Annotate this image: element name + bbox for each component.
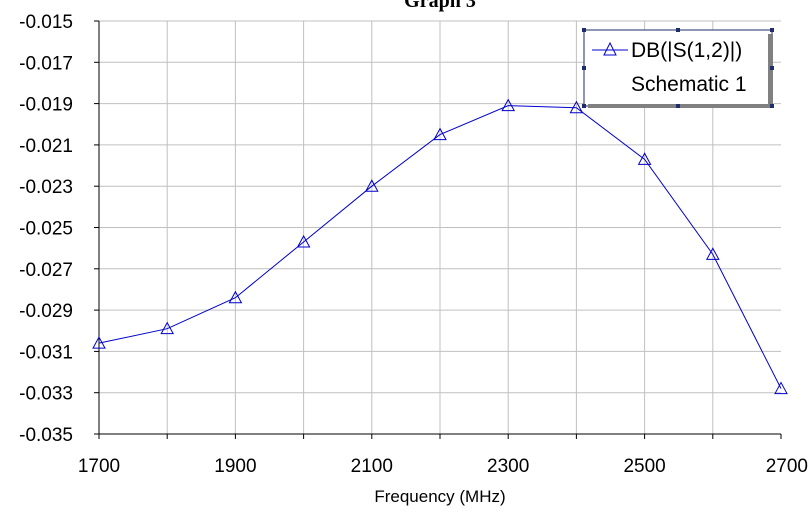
x-tick-label: 1900 xyxy=(214,456,256,477)
x-tick-label: 2300 xyxy=(487,456,529,477)
data-point-marker xyxy=(774,381,788,395)
label-layer: Graph 3 Frequency (MHz) -0.015 -0.017 -0.0… xyxy=(19,0,808,506)
legend-shadow-bottom xyxy=(588,104,773,108)
data-point-marker xyxy=(228,290,243,304)
x-tick-label: 1700 xyxy=(78,456,120,477)
y-tick-label: -0.023 xyxy=(19,177,73,198)
legend-resize-handle[interactable] xyxy=(582,28,586,32)
y-tick-label: -0.027 xyxy=(19,260,73,281)
data-point-marker xyxy=(569,100,584,114)
y-tick-label: -0.033 xyxy=(19,384,73,405)
legend-selection-handles[interactable] xyxy=(582,28,774,108)
y-tick-label: -0.029 xyxy=(19,301,73,322)
y-tick-label: -0.035 xyxy=(19,425,73,446)
data-point-marker xyxy=(160,321,175,335)
y-tick-label: -0.017 xyxy=(19,53,73,74)
data-point-marker xyxy=(637,152,652,165)
y-tick-label: -0.019 xyxy=(19,95,73,116)
y-tick-label: -0.021 xyxy=(19,136,73,157)
data-point-marker xyxy=(92,336,106,349)
data-point-marker xyxy=(705,247,720,260)
legend-resize-handle[interactable] xyxy=(770,28,774,32)
legend-resize-handle[interactable] xyxy=(770,66,774,70)
x-tick-label: 2500 xyxy=(623,456,665,477)
x-axis-title: Frequency (MHz) xyxy=(374,487,505,506)
data-point-marker xyxy=(364,179,379,192)
chart-title: Graph 3 xyxy=(404,0,476,12)
x-tick-label: 2100 xyxy=(351,456,393,477)
legend-series-name: DB(|S(1,2)|) xyxy=(631,39,742,62)
y-tick-label: -0.015 xyxy=(19,12,73,33)
data-point-marker xyxy=(501,98,516,112)
legend-shadow-right xyxy=(768,34,773,108)
y-tick-label: -0.025 xyxy=(19,219,73,240)
x-tick-label: 2700 xyxy=(766,456,808,477)
legend-series-source: Schematic 1 xyxy=(631,73,747,96)
legend-box[interactable] xyxy=(583,29,773,107)
legend-resize-handle[interactable] xyxy=(770,104,774,108)
series-line xyxy=(98,105,782,389)
legend-resize-handle[interactable] xyxy=(582,104,586,108)
legend-resize-handle[interactable] xyxy=(676,104,680,108)
y-tick-label: -0.031 xyxy=(19,342,73,363)
axis-layer xyxy=(94,20,782,439)
legend-triangle-marker xyxy=(603,41,617,56)
legend-resize-handle[interactable] xyxy=(676,28,680,32)
legend-resize-handle[interactable] xyxy=(582,66,586,70)
data-point-marker xyxy=(296,234,311,248)
legend[interactable]: DB(|S(1,2)|) Schematic 1 xyxy=(582,28,774,108)
series-layer xyxy=(92,98,788,395)
data-point-marker xyxy=(433,127,447,141)
